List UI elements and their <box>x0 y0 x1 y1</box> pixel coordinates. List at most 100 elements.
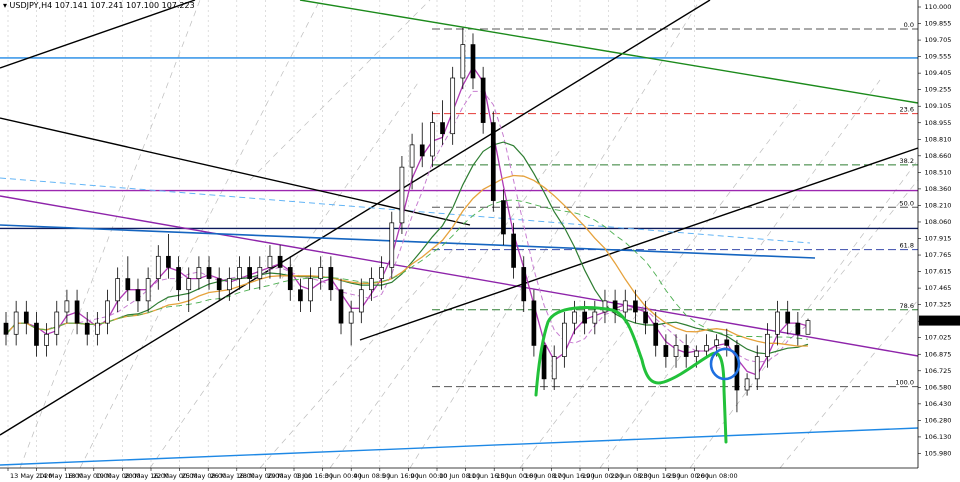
candle-body <box>399 166 405 224</box>
candle-body <box>176 267 181 291</box>
candle-body <box>785 311 791 324</box>
candle-body <box>226 278 232 291</box>
diagonal-guide-line <box>599 79 881 469</box>
trendline <box>0 177 811 244</box>
price-tick-label: 106.725 <box>925 367 952 375</box>
price-tick-label: 109.405 <box>925 69 952 77</box>
candle-body <box>531 300 537 346</box>
candle-body <box>419 144 425 157</box>
candle-body <box>369 278 374 291</box>
candle-body <box>3 322 9 335</box>
candle-body <box>551 356 557 380</box>
diagonal-guide-line <box>779 299 919 469</box>
candle-body <box>602 300 608 313</box>
time-tick-label: 25 Jun 00:00 <box>668 472 709 480</box>
candle-body <box>328 267 334 291</box>
time-tick-label: 20 May 16:00 <box>124 472 169 480</box>
candle-body <box>795 322 801 335</box>
price-tick-label: 110.000 <box>925 3 952 11</box>
candle-body <box>186 278 192 291</box>
candle-body <box>562 322 567 357</box>
price-tick-label: 108.955 <box>925 119 952 127</box>
candle-body <box>765 333 770 357</box>
price-tick-label: 109.255 <box>925 86 952 94</box>
candle-body <box>754 356 760 380</box>
time-tick-label: 15 Jun 00:00 <box>496 472 537 480</box>
candle-body <box>74 300 80 324</box>
candle-body <box>318 267 324 279</box>
time-tick-label: 14 May 16:00 <box>39 472 84 480</box>
time-tick-label: 3 Jun 00:00 <box>325 472 362 480</box>
candle-body <box>683 345 689 357</box>
price-tick-label: 108.510 <box>925 168 952 176</box>
diagonal-guide-line <box>249 0 431 181</box>
annotations-layer: 0.0 23.6 38.2 50.0 61.8 78.6 100.0 <box>534 21 914 444</box>
candle-body <box>166 255 171 268</box>
candle-body <box>277 255 283 268</box>
candle-body <box>125 278 131 291</box>
price-tick-label: 107.325 <box>925 301 952 309</box>
price-tick-label: 108.060 <box>925 218 952 226</box>
price-tick-label: 109.705 <box>925 36 952 44</box>
time-tick-label: 11 Jun 16:00 <box>468 472 509 480</box>
time-tick-label: 26 May 16:00 <box>210 472 255 480</box>
trendline <box>0 0 711 436</box>
trendline <box>359 147 919 341</box>
time-tick-label: 25 May 08:00 <box>182 472 227 480</box>
candle-body <box>389 222 395 268</box>
price-tick-label: 108.210 <box>925 201 952 209</box>
time-tick-label: 26 Jun 08:00 <box>696 472 737 480</box>
price-tick-label: 108.360 <box>925 185 952 193</box>
time-tick-label: 23 Jun 16:00 <box>639 472 680 480</box>
fib-level-label: 38.2 <box>900 157 914 165</box>
candle-body <box>135 289 141 302</box>
candle-body <box>490 122 496 201</box>
time-tick-label: 28 May 00:00 <box>239 472 284 480</box>
moving-average-line <box>5 199 809 340</box>
candle-body <box>450 77 456 135</box>
candle-body <box>64 300 70 313</box>
price-tick-label: 107.615 <box>925 268 952 276</box>
trendline <box>0 224 816 259</box>
candle-body <box>145 278 151 302</box>
current-price-tag <box>919 315 960 326</box>
candles-layer <box>3 27 811 413</box>
candle-body <box>308 278 313 302</box>
candle-body <box>84 322 90 335</box>
trendline <box>0 117 471 226</box>
candle-body <box>673 345 679 357</box>
fib-level-label: 78.6 <box>900 302 914 310</box>
candle-body <box>470 44 476 79</box>
price-tick-label: 106.875 <box>925 350 952 358</box>
candle-body <box>480 77 486 123</box>
price-tick-label: 106.280 <box>925 416 952 424</box>
candle-body <box>430 122 435 157</box>
candle-body <box>653 322 659 346</box>
trendline <box>299 0 919 104</box>
candle-body <box>338 289 344 324</box>
candle-body <box>633 300 638 313</box>
grid-layer <box>7 0 919 469</box>
price-tick-label: 109.105 <box>925 102 952 110</box>
candle-body <box>348 311 354 324</box>
time-tick-label: 22 Jun 08:00 <box>611 472 652 480</box>
time-tick-label: 29 May 08:00 <box>267 472 312 480</box>
trendline <box>0 0 196 69</box>
trendline <box>0 195 919 357</box>
candle-body <box>379 267 384 279</box>
candle-body <box>643 311 648 324</box>
blue-circle-annotation <box>709 347 741 381</box>
diagonal-guide-line <box>819 179 919 301</box>
candle-body <box>206 267 212 279</box>
candle-body <box>237 267 242 279</box>
candle-body <box>287 267 293 291</box>
candle-body <box>155 255 161 279</box>
price-tick-label: 108.660 <box>925 152 952 160</box>
price-tick-label: 107.765 <box>925 251 952 259</box>
candle-body <box>693 350 699 357</box>
candle-body <box>592 311 598 324</box>
time-tick-label: 1 Jun 16:00 <box>296 472 333 480</box>
candle-body <box>257 267 263 279</box>
